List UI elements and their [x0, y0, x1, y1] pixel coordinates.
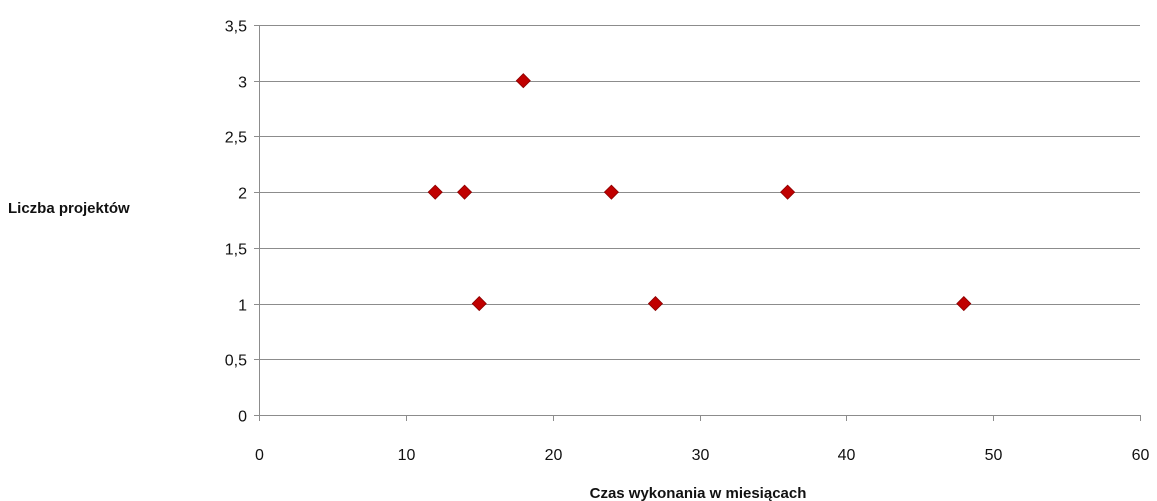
axes — [254, 25, 1141, 421]
data-point — [780, 184, 796, 200]
y-tick-label: 3,5 — [225, 19, 247, 36]
data-point — [427, 184, 443, 200]
x-tick-label: 40 — [838, 447, 856, 464]
y-tick-label: 1,5 — [225, 242, 247, 259]
y-tick-label: 2,5 — [225, 130, 247, 147]
y-tick-labels: 0 0,5 1 1,5 2 2,5 3 3,5 — [225, 19, 247, 426]
x-tick-label: 30 — [692, 447, 710, 464]
data-point — [647, 296, 664, 312]
data-points — [427, 73, 972, 312]
data-point — [471, 296, 487, 312]
x-tick-label: 20 — [545, 447, 563, 464]
data-point — [457, 184, 473, 200]
gridlines — [259, 25, 1140, 360]
data-point — [956, 296, 972, 312]
y-tick-label: 0 — [238, 409, 247, 426]
x-axis-title: Czas wykonania w miesiącach — [590, 485, 807, 501]
y-axis-title: Liczba projektów — [8, 200, 130, 217]
data-point — [515, 73, 531, 89]
y-tick-label: 2 — [238, 186, 247, 203]
y-tick-label: 0,5 — [225, 353, 247, 370]
x-tick-label: 50 — [985, 447, 1003, 464]
y-tick-label: 1 — [238, 298, 247, 315]
data-point — [603, 184, 619, 200]
x-tick-labels: 0 10 20 30 40 50 60 — [255, 447, 1149, 464]
y-tick-label: 3 — [238, 75, 247, 92]
x-tick-label: 60 — [1132, 447, 1150, 464]
x-tick-label: 10 — [398, 447, 416, 464]
x-tick-label: 0 — [255, 447, 264, 464]
